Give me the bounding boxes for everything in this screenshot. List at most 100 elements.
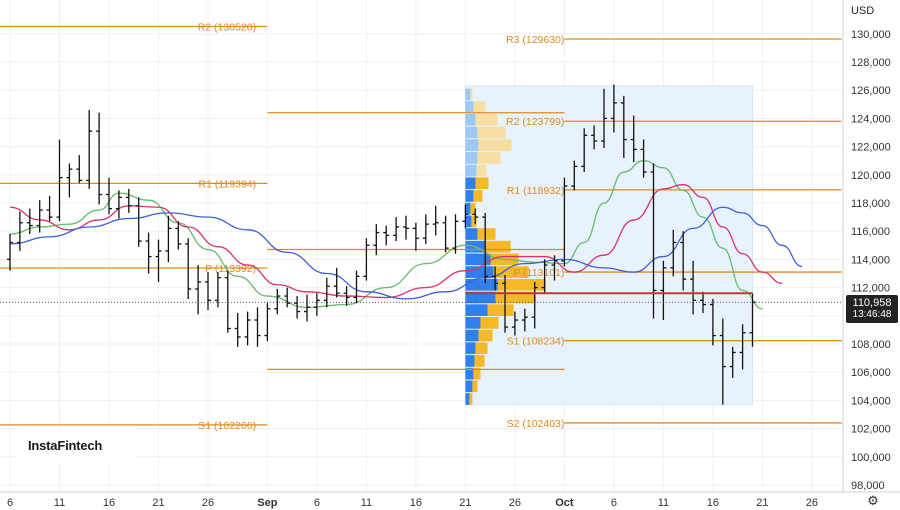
volume-row-buy xyxy=(465,367,474,380)
ohlc-bar xyxy=(185,238,192,299)
volume-row-buy xyxy=(465,177,476,190)
ohlc-bar xyxy=(195,265,202,315)
volume-row-buy xyxy=(465,190,474,202)
y-tick-label: 100,000 xyxy=(851,452,891,464)
ohlc-bar xyxy=(403,215,409,240)
ohlc-bars xyxy=(7,84,756,405)
x-tick-label: 21 xyxy=(459,497,471,509)
volume-row-sell xyxy=(477,126,506,139)
ohlc-bar xyxy=(66,163,73,198)
pivot-label: S1 (108234) xyxy=(507,336,565,348)
y-tick-label: 114,000 xyxy=(851,254,890,266)
ohlc-bar xyxy=(610,84,617,133)
ohlc-bar xyxy=(581,128,588,172)
ohlc-bar xyxy=(106,177,112,215)
x-tick-label: 11 xyxy=(54,497,65,509)
volume-row-buy xyxy=(465,152,478,164)
ohlc-bar xyxy=(640,139,647,178)
x-tick-label: 6 xyxy=(611,497,617,509)
ohlc-bar xyxy=(521,308,528,332)
ohlc-bar xyxy=(719,318,726,405)
ohlc-bar xyxy=(670,229,677,277)
ohlc-bar xyxy=(412,222,419,251)
volume-row-sell xyxy=(471,215,477,228)
ohlc-bar xyxy=(333,267,340,298)
y-tick-label: 106,000 xyxy=(851,367,891,379)
volume-row-sell xyxy=(480,317,499,329)
ohlc-bar xyxy=(26,208,33,235)
ohlc-bar xyxy=(373,224,380,256)
volume-row-sell xyxy=(475,113,498,126)
y-tick-label: 116,000 xyxy=(851,226,890,238)
y-tick-label: 122,000 xyxy=(851,142,891,154)
ohlc-bar xyxy=(363,238,370,281)
ohlc-bar xyxy=(680,231,687,291)
ohlc-bar xyxy=(630,115,637,163)
pivot-label: P (113101) xyxy=(513,267,564,279)
y-tick-label: 98,000 xyxy=(851,480,885,492)
ohlc-bar xyxy=(502,274,508,333)
x-tick-label: 16 xyxy=(103,497,115,509)
y-tick-label: 126,000 xyxy=(851,85,891,97)
volume-row-buy xyxy=(465,266,494,278)
ohlc-bar xyxy=(432,205,439,236)
ohlc-bar xyxy=(135,197,142,247)
volume-row-sell xyxy=(473,101,486,113)
x-tick-label: 11 xyxy=(658,497,669,509)
volume-profile xyxy=(464,85,753,406)
ohlc-bar xyxy=(709,298,716,346)
volume-row-sell xyxy=(475,342,488,355)
volume-row-buy xyxy=(465,139,479,152)
pivot-label: R2 (130520) xyxy=(198,21,256,33)
volume-row-sell xyxy=(495,291,536,304)
volume-row-buy xyxy=(465,278,498,291)
y-tick-label: 130,000 xyxy=(851,29,891,41)
x-tick-label: 26 xyxy=(509,497,521,509)
ohlc-bar xyxy=(244,311,251,346)
ohlc-bar xyxy=(442,215,449,253)
volume-row-buy xyxy=(465,253,491,266)
volume-row-sell xyxy=(477,228,496,240)
last-price-tag: 110,958 13:46:48 xyxy=(846,295,898,323)
ohlc-bar xyxy=(56,139,63,222)
ohlc-bar xyxy=(452,214,459,254)
ohlc-bar xyxy=(76,155,83,184)
volume-row-buy xyxy=(465,329,479,342)
volume-row-sell xyxy=(474,355,485,367)
ohlc-bar xyxy=(46,195,53,222)
x-axis: 6 11 16 21 26 Sep 6 11 16 21 26 Oct 6 11 16 21 26 xyxy=(0,491,900,509)
gear-icon[interactable]: ⚙ xyxy=(867,493,879,508)
ohlc-bar xyxy=(571,160,578,191)
price-lines xyxy=(0,292,843,303)
x-tick-label: 26 xyxy=(806,497,818,509)
ohlc-bar xyxy=(561,177,568,267)
volume-row-sell xyxy=(497,278,546,291)
x-tick-label: Oct xyxy=(555,497,574,509)
ohlc-bar xyxy=(294,296,301,319)
ohlc-bar xyxy=(214,272,221,308)
ohlc-bar xyxy=(274,289,281,315)
ma-line-fast xyxy=(9,160,763,310)
ohlc-bar xyxy=(591,125,598,150)
volume-row-buy xyxy=(465,317,481,329)
ohlc-bar xyxy=(690,260,697,315)
volume-row-sell xyxy=(493,266,529,278)
pivot-label: S2 (102403) xyxy=(507,418,565,430)
volume-row-sell xyxy=(469,393,473,405)
x-tick-label: 26 xyxy=(202,497,214,509)
volume-row-buy xyxy=(465,101,474,113)
ohlc-bar xyxy=(472,208,479,225)
y-tick-label: 102,000 xyxy=(851,424,891,436)
volume-row-sell xyxy=(472,380,478,393)
y-tick-label: 120,000 xyxy=(851,170,891,182)
ohlc-bar xyxy=(86,109,93,189)
ohlc-bar xyxy=(601,88,607,149)
candle-countdown: 13:46:48 xyxy=(852,309,892,320)
volume-row-buy xyxy=(465,380,473,393)
ohlc-bar xyxy=(304,294,310,322)
volume-row-sell xyxy=(476,164,487,177)
y-tick-label: 128,000 xyxy=(851,57,891,69)
ohlc-bar xyxy=(620,95,627,158)
currency-label[interactable]: USD xyxy=(851,5,875,17)
